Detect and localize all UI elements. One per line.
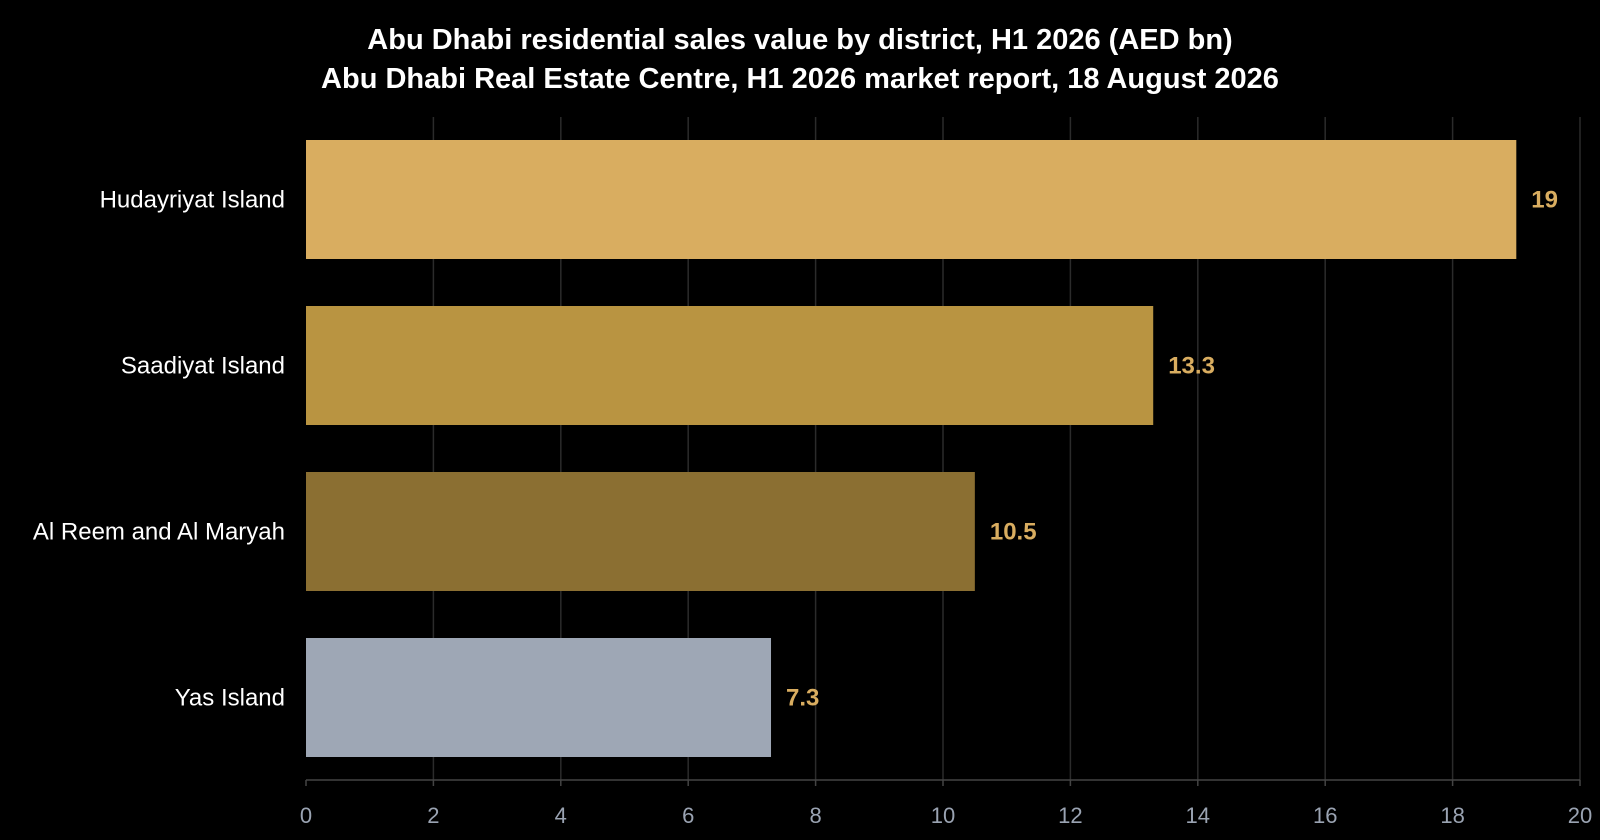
chart-title: Abu Dhabi residential sales value by dis… — [367, 24, 1232, 56]
x-tick-label: 8 — [809, 803, 821, 828]
bars — [306, 140, 1517, 757]
x-tick-label: 10 — [931, 803, 955, 828]
category-label: Yas Island — [175, 685, 285, 712]
x-tick-label: 4 — [555, 803, 567, 828]
x-tick-label: 6 — [682, 803, 694, 828]
x-tick-label: 12 — [1058, 803, 1082, 828]
value-labels: 19 13.3 10.5 7.3 — [786, 187, 1558, 712]
bar-al-reem-and-al-maryah — [306, 472, 975, 591]
chart-subtitle: Abu Dhabi Real Estate Centre, H1 2026 ma… — [321, 63, 1279, 95]
value-label: 19 — [1531, 187, 1558, 214]
x-axis: 0 2 4 6 8 10 12 14 16 18 20 — [300, 779, 1592, 828]
category-label: Al Reem and Al Maryah — [33, 519, 285, 546]
category-label: Hudayriyat Island — [100, 187, 285, 214]
category-labels: Hudayriyat Island Saadiyat Island Al Reem … — [33, 187, 285, 712]
x-tick-label: 16 — [1313, 803, 1337, 828]
category-label: Saadiyat Island — [121, 353, 285, 380]
bar-hudayriyat-island — [306, 140, 1517, 259]
x-tick-label: 20 — [1568, 803, 1592, 828]
value-label: 7.3 — [786, 685, 819, 712]
bar-saadiyat-island — [306, 306, 1154, 425]
x-tick-label: 2 — [427, 803, 439, 828]
x-tick-label: 18 — [1440, 803, 1464, 828]
value-label: 13.3 — [1168, 353, 1215, 380]
x-tick-label: 14 — [1186, 803, 1210, 828]
bar-yas-island — [306, 638, 772, 757]
value-label: 10.5 — [990, 519, 1037, 546]
x-tick-label: 0 — [300, 803, 312, 828]
